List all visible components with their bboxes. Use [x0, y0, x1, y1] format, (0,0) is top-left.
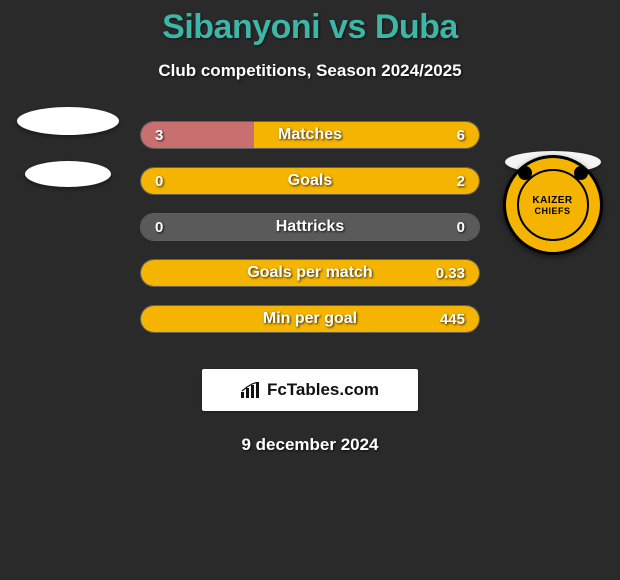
- comparison-card: Sibanyoni vs Duba Club competitions, Sea…: [0, 0, 620, 580]
- fctables-logo[interactable]: FcTables.com: [202, 369, 418, 411]
- stat-left-value: 0: [155, 219, 163, 236]
- stat-right-value: 2: [457, 173, 465, 190]
- badge-text-bottom: CHIEFS: [534, 206, 570, 216]
- stat-bar: 3 Matches 6: [140, 121, 480, 149]
- stat-left-value: 3: [155, 127, 163, 144]
- stat-right-value: 0: [457, 219, 465, 236]
- bar-chart-icon: [241, 382, 261, 398]
- ball-icon: [574, 166, 588, 180]
- stat-label: Hattricks: [276, 218, 344, 236]
- stat-bar: Goals per match 0.33: [140, 259, 480, 287]
- stat-right-value: 0.33: [436, 265, 465, 282]
- kaizer-chiefs-badge-icon: KAIZER CHIEFS: [503, 155, 603, 255]
- left-team-badge: [10, 107, 125, 187]
- branding-text: FcTables.com: [267, 380, 379, 400]
- stat-label: Goals per match: [247, 264, 372, 282]
- ellipse-icon: [25, 161, 111, 187]
- stat-bar: 0 Goals 2: [140, 167, 480, 195]
- badge-text-top: KAIZER: [532, 195, 572, 206]
- stat-right-value: 6: [457, 127, 465, 144]
- date-text: 9 december 2024: [241, 435, 378, 455]
- stat-bar: Min per goal 445: [140, 305, 480, 333]
- comparison-chart: KAIZER CHIEFS 3 Matches 6 0 Goals 2 0 Hattricks…: [0, 121, 620, 351]
- stat-label: Goals: [288, 172, 332, 190]
- ball-icon: [518, 166, 532, 180]
- stat-left-value: 0: [155, 173, 163, 190]
- stat-right-value: 445: [440, 311, 465, 328]
- stat-label: Min per goal: [263, 310, 357, 328]
- right-team-badge: KAIZER CHIEFS: [495, 151, 610, 255]
- ellipse-icon: [17, 107, 119, 135]
- subtitle: Club competitions, Season 2024/2025: [158, 61, 461, 81]
- stat-label: Matches: [278, 126, 342, 144]
- page-title: Sibanyoni vs Duba: [162, 8, 458, 47]
- stat-bar: 0 Hattricks 0: [140, 213, 480, 241]
